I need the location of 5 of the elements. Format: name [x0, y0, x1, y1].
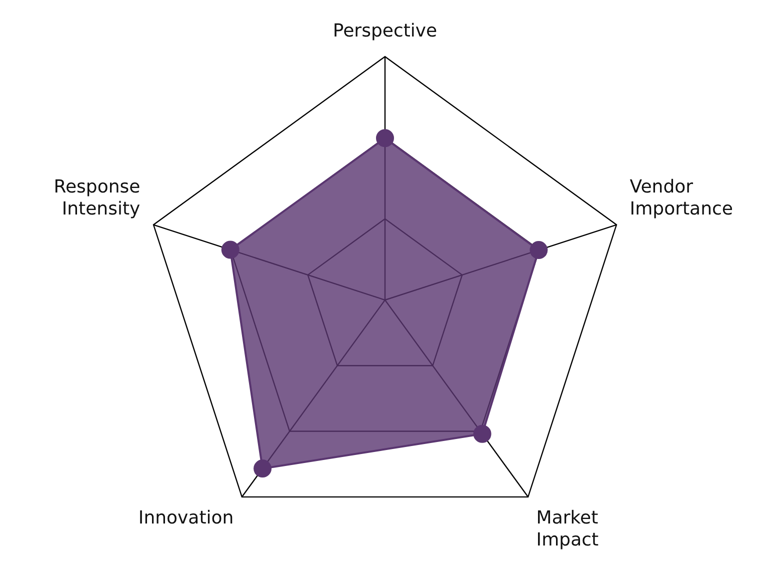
spoke-label: Response Intensity: [54, 176, 141, 220]
spoke-label: Market Impact: [536, 508, 599, 550]
spoke-label: Perspective: [332, 20, 438, 42]
spoke-label: Innovation: [138, 508, 234, 529]
spoke-label: Vendor Importance: [630, 176, 733, 220]
